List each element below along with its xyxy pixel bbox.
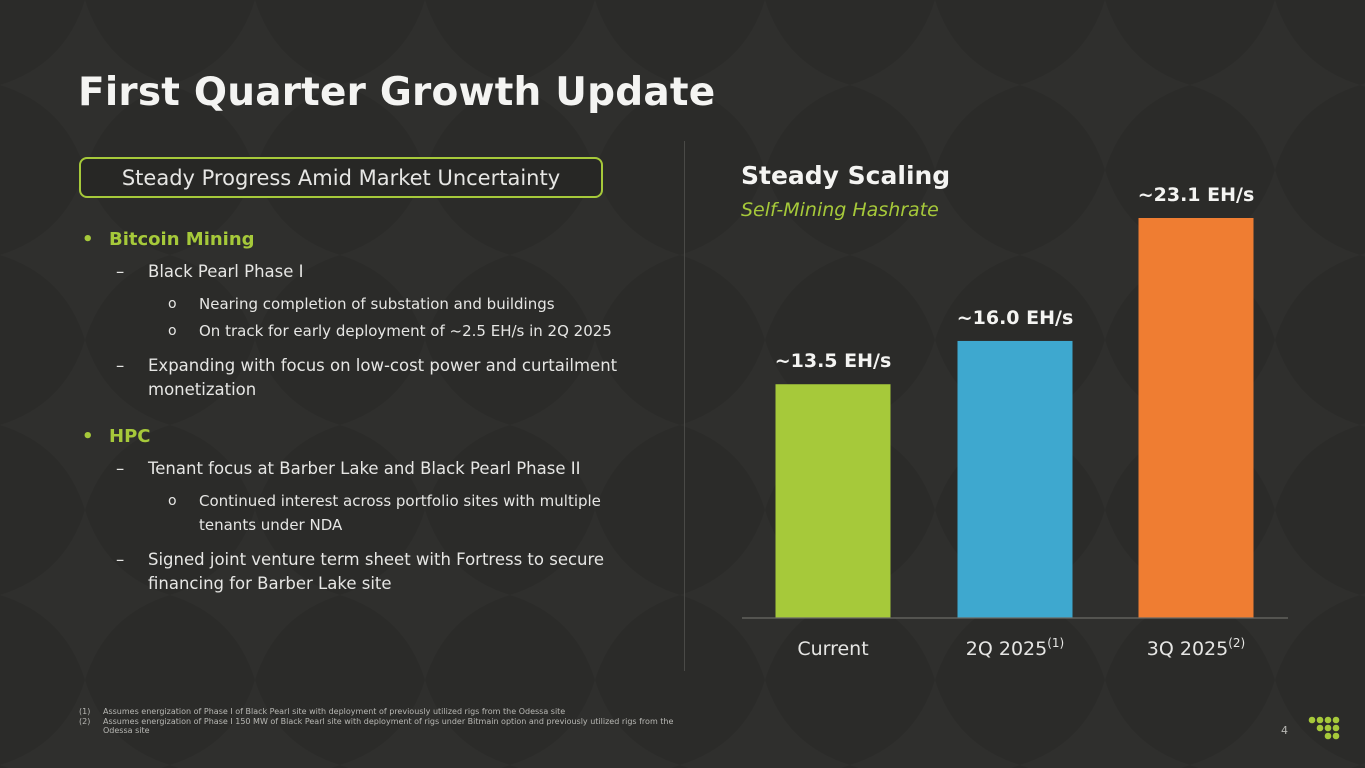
bullet-hpc: • HPC bbox=[80, 423, 640, 451]
x-axis-label: 3Q 2025(2) bbox=[1147, 636, 1245, 660]
list-item: – Signed joint venture term sheet with F… bbox=[80, 548, 640, 596]
data-label: ~23.1 EH/s bbox=[1138, 184, 1255, 206]
hashrate-bar-chart: ~13.5 EH/s Current ~16.0 EH/s 2Q 2025(1) ~23… bbox=[742, 184, 1288, 660]
company-logo-icon bbox=[1308, 716, 1340, 740]
chart-title: Steady Scaling bbox=[741, 161, 951, 190]
data-label: ~13.5 EH/s bbox=[775, 350, 892, 372]
chart-subtitle: Self-Mining Hashrate bbox=[741, 199, 939, 221]
list-item-text: Tenant focus at Barber Lake and Black Pe… bbox=[148, 459, 581, 478]
chart-bar bbox=[1138, 218, 1254, 618]
dash-marker: – bbox=[116, 356, 125, 375]
footnote-number: (1) bbox=[79, 707, 91, 716]
list-item-text: On track for early deployment of ~2.5 EH… bbox=[199, 322, 612, 340]
list-item: o Continued interest across portfolio si… bbox=[80, 489, 640, 537]
bullet-heading: Bitcoin Mining bbox=[109, 229, 255, 250]
x-axis-label: Current bbox=[797, 638, 868, 660]
x-axis-label: 2Q 2025(1) bbox=[966, 636, 1064, 660]
list-item: – Black Pearl Phase I bbox=[80, 260, 640, 284]
bullet-bitcoin-mining: • Bitcoin Mining bbox=[80, 226, 640, 254]
list-item-text: Expanding with focus on low-cost power a… bbox=[148, 356, 618, 399]
circle-marker: o bbox=[168, 493, 177, 509]
page-number: 4 bbox=[1281, 724, 1288, 737]
list-item-text: Continued interest across portfolio site… bbox=[199, 492, 601, 534]
circle-marker: o bbox=[168, 323, 177, 339]
footnote-ref: (2) bbox=[1228, 636, 1245, 650]
chart-bar bbox=[957, 340, 1073, 618]
section-badge-label: Steady Progress Amid Market Uncertainty bbox=[121, 165, 561, 190]
list-item: – Expanding with focus on low-cost power… bbox=[80, 354, 640, 402]
footnote-2: (2) Assumes energization of Phase I 150 … bbox=[79, 717, 699, 736]
page-title: First Quarter Growth Update bbox=[78, 70, 716, 115]
dash-marker: – bbox=[116, 262, 125, 281]
footnote-ref: (1) bbox=[1047, 636, 1064, 650]
dash-marker: – bbox=[116, 459, 125, 478]
list-item-text: Signed joint venture term sheet with For… bbox=[148, 550, 605, 593]
data-label: ~16.0 EH/s bbox=[957, 307, 1074, 329]
chart-bar bbox=[775, 384, 891, 618]
circle-marker: o bbox=[168, 296, 177, 312]
footnote-number: (2) bbox=[79, 716, 91, 726]
footnote-1: (1) Assumes energization of Phase I of B… bbox=[79, 707, 699, 717]
list-item: o On track for early deployment of ~2.5 … bbox=[80, 319, 640, 343]
section-badge: Steady Progress Amid Market Uncertainty bbox=[79, 157, 603, 198]
bullet-marker: • bbox=[82, 229, 94, 250]
footnotes: (1) Assumes energization of Phase I of B… bbox=[79, 707, 699, 736]
bullet-heading: HPC bbox=[109, 426, 151, 447]
footnote-text: Assumes energization of Phase I 150 MW o… bbox=[103, 716, 674, 736]
bullet-marker: • bbox=[82, 426, 94, 447]
dash-marker: – bbox=[116, 550, 125, 569]
list-item: – Tenant focus at Barber Lake and Black … bbox=[80, 457, 640, 481]
footnote-text: Assumes energization of Phase I of Black… bbox=[103, 707, 566, 716]
column-divider bbox=[684, 141, 685, 671]
bullet-list: • Bitcoin Mining – Black Pearl Phase I o… bbox=[80, 226, 640, 596]
list-item-text: Black Pearl Phase I bbox=[148, 262, 304, 281]
list-item-text: Nearing completion of substation and bui… bbox=[199, 295, 555, 313]
list-item: o Nearing completion of substation and b… bbox=[80, 292, 640, 316]
